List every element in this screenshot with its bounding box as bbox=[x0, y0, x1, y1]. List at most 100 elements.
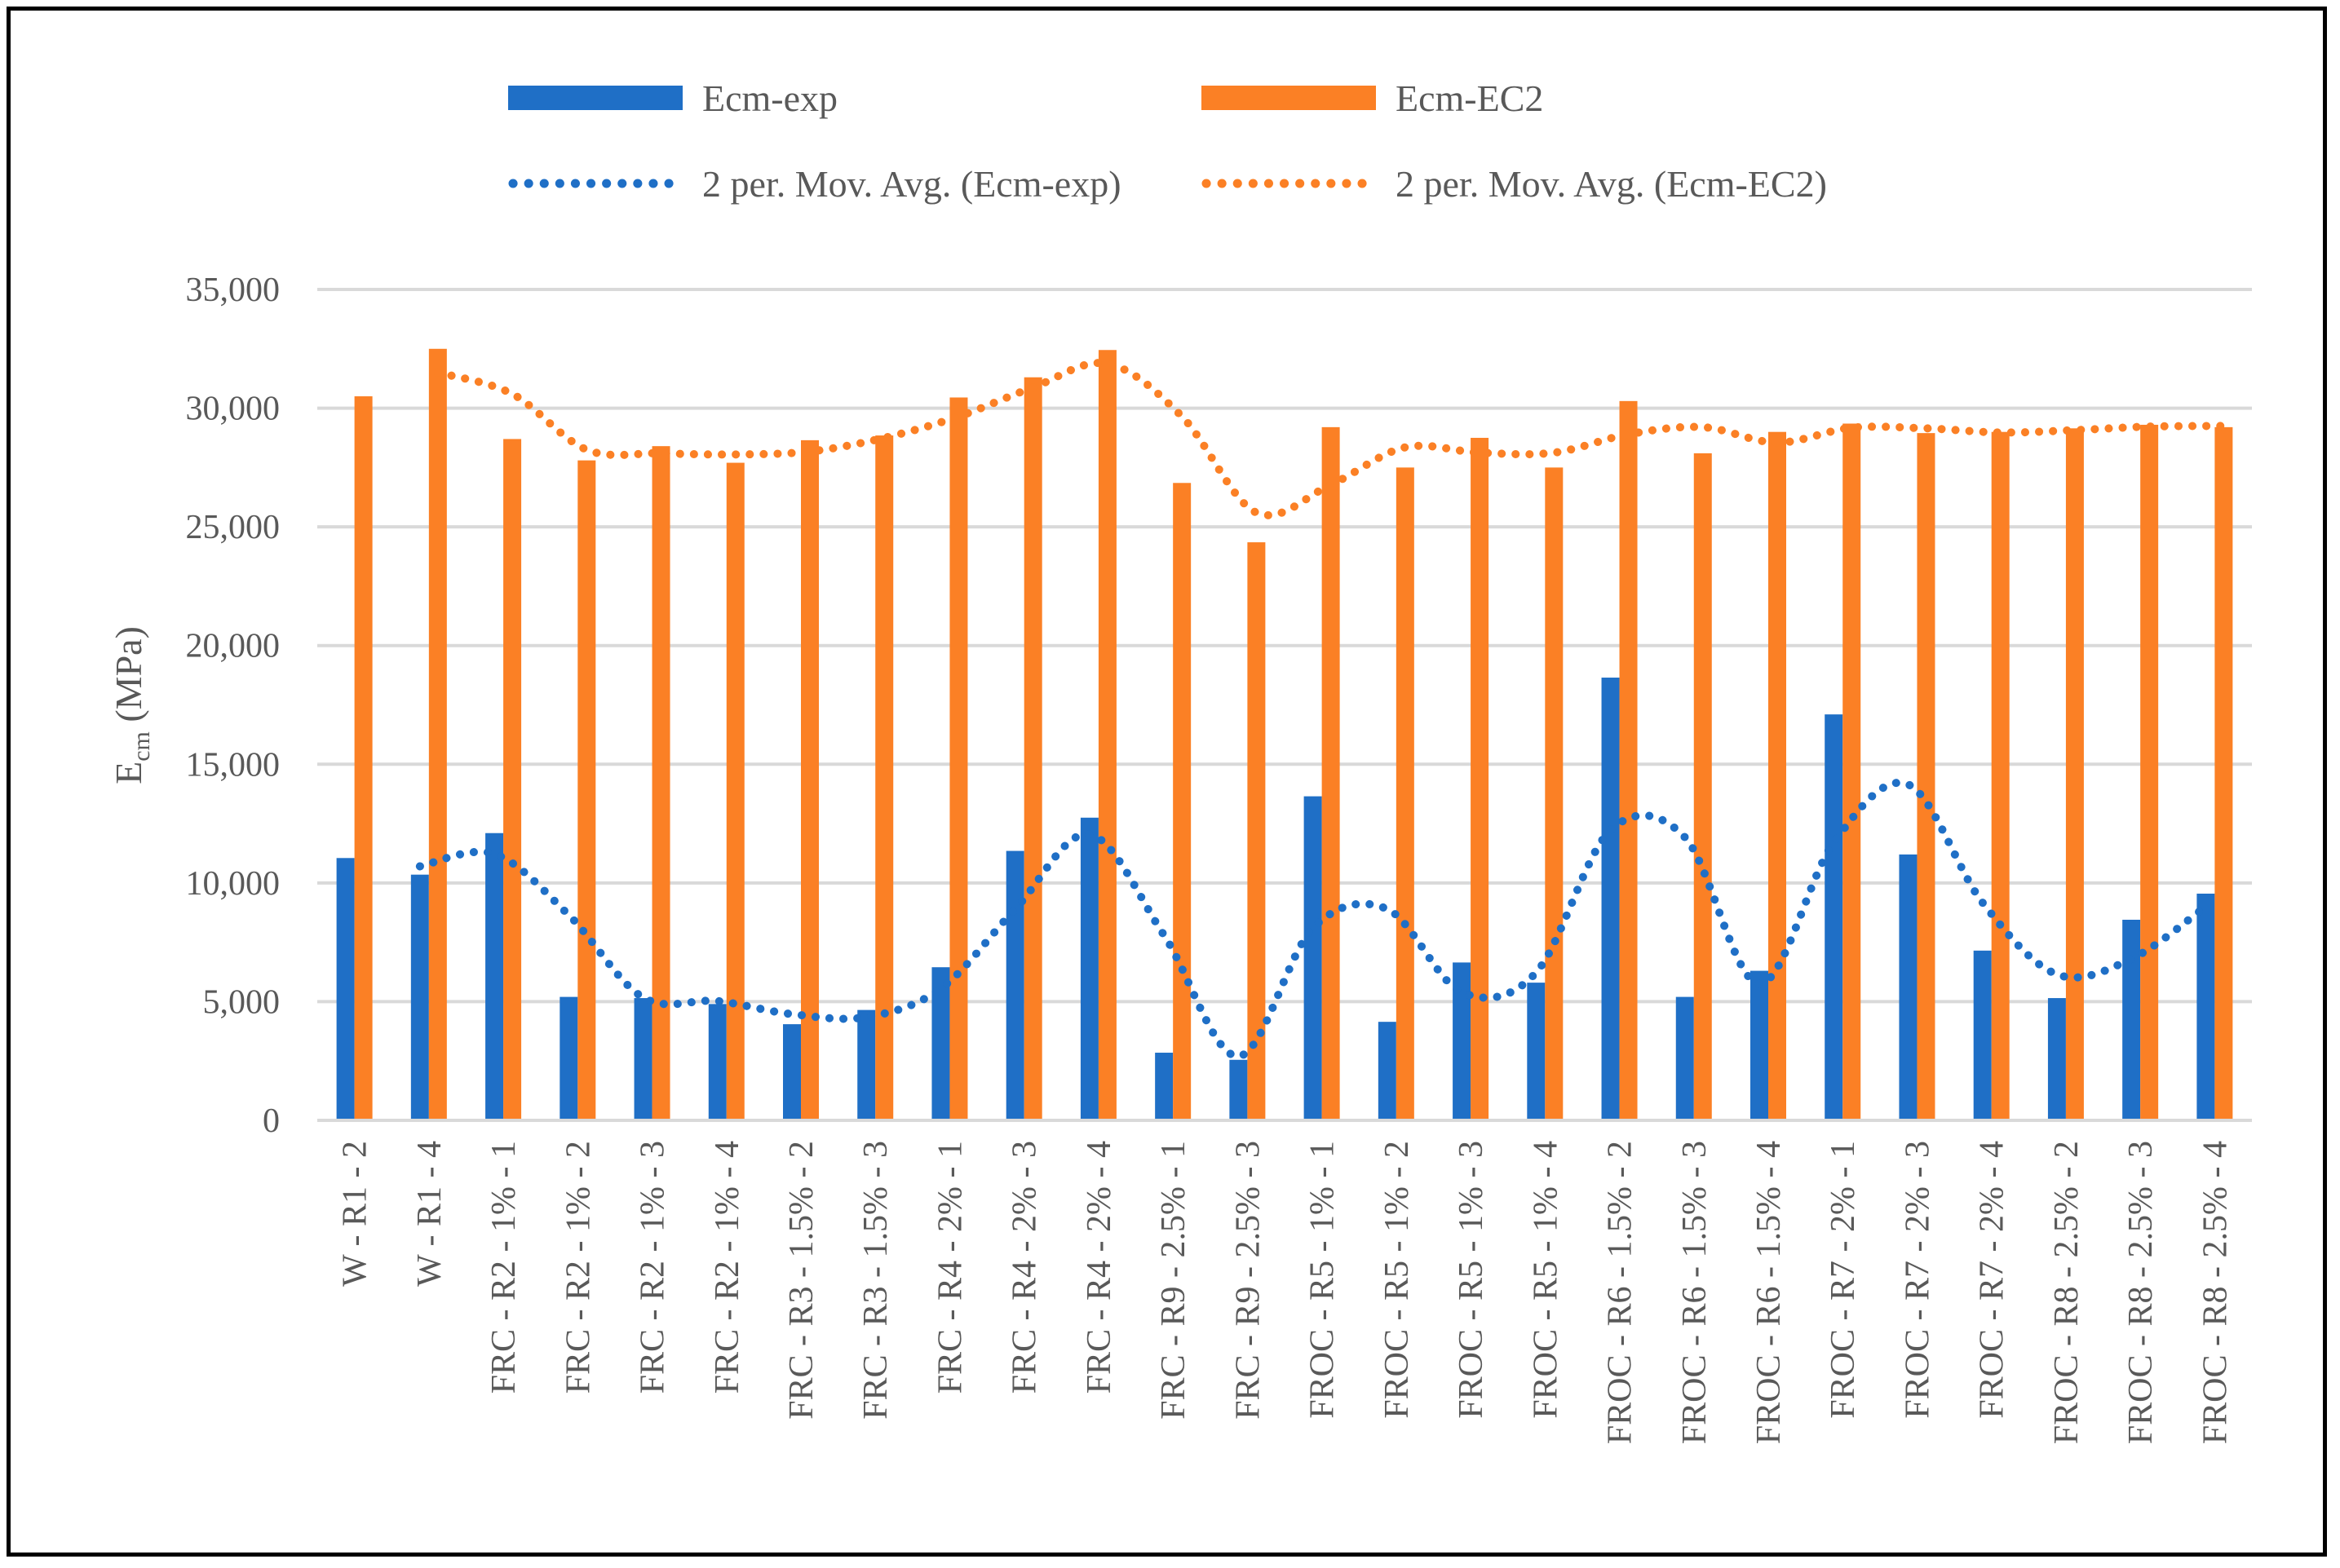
bar-ecm-exp bbox=[1303, 796, 1322, 1120]
trendlines bbox=[415, 359, 2228, 1061]
x-tick-label: FROC - R5 - 1% - 2 bbox=[1378, 1141, 1416, 1419]
y-axis-title: Ecm (MPa) bbox=[108, 626, 155, 784]
legend-label: Ecm-EC2 bbox=[1396, 77, 1543, 119]
x-tick-label: FROC - R5 - 1% - 4 bbox=[1527, 1141, 1564, 1419]
x-tick-label: FRC - R2 - 1% - 3 bbox=[635, 1141, 672, 1394]
bar-ecm-ec2 bbox=[354, 396, 373, 1120]
bar-ecm-ec2 bbox=[428, 348, 447, 1120]
bar-ecm-ec2 bbox=[1991, 431, 2010, 1120]
bar-ecm-ec2 bbox=[2214, 426, 2233, 1120]
x-tick-label: FROC - R8 - 2.5% - 3 bbox=[2122, 1141, 2160, 1444]
bar-ecm-exp bbox=[1675, 996, 1694, 1120]
x-tick-label: FRC - R2 - 1% - 4 bbox=[709, 1141, 746, 1394]
bar-ecm-ec2 bbox=[875, 435, 894, 1120]
bar-ecm-exp bbox=[1825, 714, 1843, 1120]
legend: Ecm-exp Ecm-EC2 2 per. Mov. Avg. (Ecm-exp)… bbox=[508, 77, 1827, 205]
bar-ecm-exp bbox=[1601, 678, 1620, 1120]
gridlines bbox=[317, 288, 2252, 1122]
bar-ecm-ec2 bbox=[1024, 377, 1042, 1120]
x-tick-label: FROC - R7 - 2% - 3 bbox=[1899, 1141, 1936, 1419]
bar-ecm-ec2 bbox=[577, 460, 596, 1120]
bar-ecm-exp bbox=[1527, 983, 1546, 1120]
x-tick-label: FRC - R4 - 2% - 3 bbox=[1006, 1141, 1044, 1394]
bar-ecm-ec2 bbox=[2140, 424, 2159, 1120]
x-tick-label: FRC - R9 - 2.5% - 3 bbox=[1229, 1141, 1267, 1420]
chart-svg: 0 5,000 10,000 15,000 20,000 25,000 30,000 35,0… bbox=[108, 77, 2252, 1444]
bar-ecm-exp bbox=[1378, 1022, 1396, 1120]
bar-ecm-exp bbox=[1006, 850, 1024, 1120]
legend-swatch-bar bbox=[508, 86, 683, 110]
x-tick-label: FROC - R7 - 2% - 1 bbox=[1825, 1141, 1862, 1419]
bar-ecm-exp bbox=[336, 858, 355, 1120]
y-tick-label: 5,000 bbox=[203, 983, 281, 1021]
bar-ecm-exp bbox=[485, 833, 504, 1120]
legend-label: 2 per. Mov. Avg. (Ecm-EC2) bbox=[1396, 163, 1827, 205]
bar-ecm-ec2 bbox=[1917, 433, 1935, 1120]
bar-ecm-exp bbox=[634, 998, 652, 1120]
x-tick-label: FROC - R6 - 1.5% - 2 bbox=[1602, 1141, 1639, 1444]
x-tick-label: FROC - R6 - 1.5% - 3 bbox=[1676, 1141, 1714, 1444]
x-tick-label: FRC - R2 - 1% - 1 bbox=[485, 1141, 523, 1394]
bar-ecm-exp bbox=[1080, 817, 1099, 1120]
bar-ecm-ec2 bbox=[1619, 400, 1638, 1120]
bar-ecm-exp bbox=[1973, 950, 1992, 1120]
x-tick-label: FRC - R2 - 1% - 2 bbox=[560, 1141, 597, 1394]
x-tick-label: FROC - R8 - 2.5% - 4 bbox=[2196, 1141, 2234, 1444]
bar-ecm-ec2 bbox=[801, 439, 819, 1120]
bar-ecm-ec2 bbox=[1173, 483, 1192, 1120]
bar-ecm-ec2 bbox=[1098, 350, 1117, 1120]
bar-ecm-ec2 bbox=[503, 439, 522, 1120]
bar-ecm-exp bbox=[2047, 998, 2066, 1120]
y-tick-label: 25,000 bbox=[186, 509, 281, 546]
x-axis: W - R1 - 2 W - R1 - 4 FRC - R2 - 1% - 1 FRC… bbox=[317, 1119, 2252, 1444]
legend-swatch-bar bbox=[1201, 86, 1376, 110]
chart-frame: 0 5,000 10,000 15,000 20,000 25,000 30,000 35,0… bbox=[7, 7, 2327, 1557]
bar-ecm-ec2 bbox=[2065, 428, 2084, 1120]
bar-ecm-exp bbox=[783, 1024, 801, 1120]
legend-label: Ecm-exp bbox=[702, 77, 838, 119]
y-tick-label: 15,000 bbox=[186, 746, 281, 784]
bar-ecm-exp bbox=[410, 874, 429, 1120]
trendline-ecm-ec2 bbox=[433, 359, 2228, 519]
x-tick-label: FROC - R7 - 2% - 4 bbox=[1974, 1141, 2011, 1419]
bar-ecm-exp bbox=[1750, 970, 1768, 1120]
bar-ecm-ec2 bbox=[1396, 467, 1414, 1120]
bar-ecm-ec2 bbox=[1693, 453, 1712, 1120]
bar-ecm-exp bbox=[1899, 854, 1918, 1120]
bar-ecm-ec2 bbox=[949, 397, 968, 1121]
x-tick-label: W - R1 - 2 bbox=[337, 1141, 374, 1287]
x-tick-label: FRC - R9 - 2.5% - 1 bbox=[1155, 1141, 1192, 1420]
y-tick-label: 20,000 bbox=[186, 628, 281, 665]
bar-ecm-ec2 bbox=[652, 446, 670, 1120]
x-tick-label: FROC - R6 - 1.5% - 4 bbox=[1750, 1141, 1788, 1444]
y-tick-label: 0 bbox=[263, 1102, 280, 1140]
y-axis: 0 5,000 10,000 15,000 20,000 25,000 30,000 35,0… bbox=[186, 272, 281, 1140]
bar-ecm-exp bbox=[2122, 919, 2141, 1120]
x-tick-label: FRC - R4 - 2% - 1 bbox=[931, 1141, 969, 1394]
bar-ecm-exp bbox=[931, 967, 950, 1120]
y-tick-label: 35,000 bbox=[186, 272, 281, 309]
bar-ecm-exp bbox=[857, 1009, 876, 1120]
bar-ecm-ec2 bbox=[1545, 467, 1564, 1120]
bar-ecm-exp bbox=[1155, 1053, 1174, 1120]
bar-ecm-exp bbox=[2196, 893, 2215, 1120]
bar-ecm-ec2 bbox=[1321, 426, 1340, 1120]
bar-ecm-exp bbox=[1453, 962, 1471, 1120]
x-tick-label: FRC - R3 - 1.5% - 3 bbox=[857, 1141, 895, 1420]
bar-ecm-ec2 bbox=[1842, 423, 1861, 1120]
x-tick-label: FROC - R5 - 1% - 1 bbox=[1304, 1141, 1342, 1419]
bar-ecm-exp bbox=[560, 996, 578, 1120]
bar-ecm-ec2 bbox=[1768, 431, 1786, 1120]
y-axis-label: Ecm (MPa) bbox=[108, 626, 155, 784]
bars bbox=[336, 348, 2233, 1121]
bar-ecm-ec2 bbox=[726, 462, 745, 1120]
x-tick-label: FROC - R8 - 2.5% - 2 bbox=[2048, 1141, 2086, 1444]
y-tick-label: 30,000 bbox=[186, 391, 281, 428]
x-tick-label: FRC - R3 - 1.5% - 2 bbox=[783, 1141, 821, 1420]
x-tick-label: FRC - R4 - 2% - 4 bbox=[1081, 1141, 1118, 1394]
trendline-ecm-exp bbox=[415, 779, 2210, 1061]
x-tick-label: W - R1 - 4 bbox=[411, 1141, 449, 1287]
bar-ecm-exp bbox=[708, 1004, 727, 1120]
legend-label: 2 per. Mov. Avg. (Ecm-exp) bbox=[702, 163, 1121, 205]
bar-ecm-ec2 bbox=[1247, 542, 1266, 1120]
